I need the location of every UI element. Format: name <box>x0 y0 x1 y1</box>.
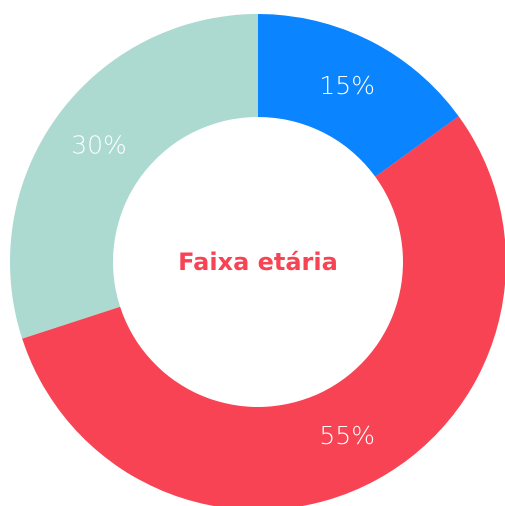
value-label: 30% <box>71 131 127 160</box>
value-label: 15% <box>319 71 375 100</box>
donut-segment <box>258 14 459 177</box>
chart-title: Faixa etária <box>178 248 338 276</box>
donut-segment <box>22 116 505 506</box>
value-label: 55% <box>319 421 375 450</box>
donut-segment <box>9 14 258 339</box>
